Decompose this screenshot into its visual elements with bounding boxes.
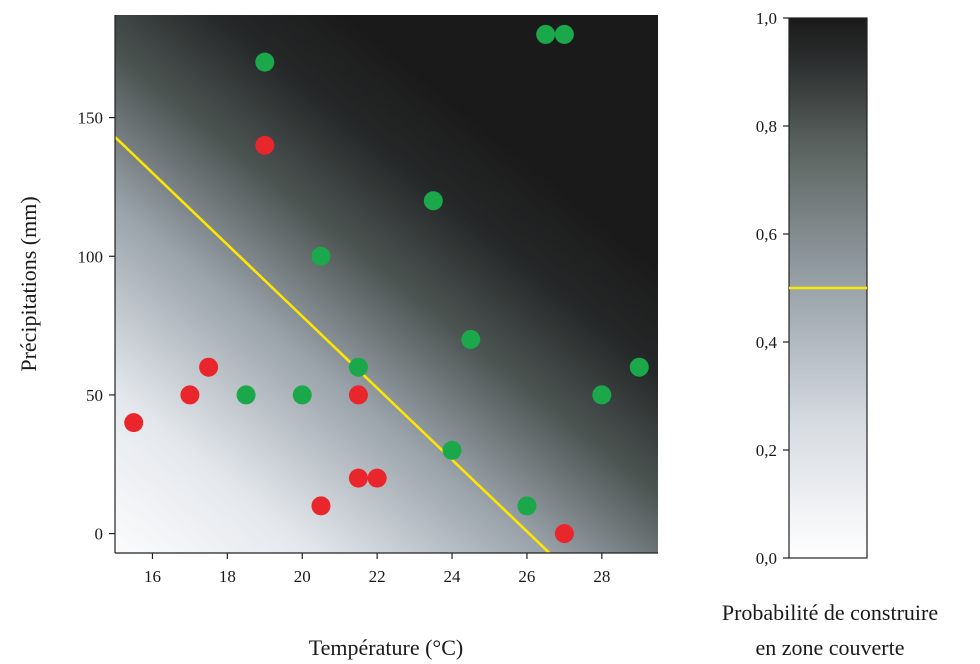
y-tick-label: 0 [95, 525, 104, 544]
data-point [517, 496, 537, 516]
x-tick-label: 20 [294, 567, 311, 586]
x-tick-label: 18 [219, 567, 236, 586]
colorbar-tick-label: 0,4 [756, 333, 778, 352]
data-point [348, 468, 368, 488]
data-point [536, 24, 556, 44]
y-tick-label: 150 [78, 109, 104, 128]
data-point [629, 357, 649, 377]
colorbar-tick-label: 0,8 [756, 117, 777, 136]
data-point [124, 413, 144, 433]
data-point [311, 496, 331, 516]
data-point [292, 385, 312, 405]
data-point [255, 135, 275, 155]
x-tick-label: 22 [369, 567, 386, 586]
x-axis-title: Température (°C) [309, 635, 463, 660]
data-point [348, 385, 368, 405]
data-point [423, 191, 443, 211]
colorbar-tick-label: 0,0 [756, 549, 777, 568]
x-tick-label: 28 [593, 567, 610, 586]
data-point [348, 357, 368, 377]
x-tick-label: 26 [518, 567, 535, 586]
data-point [461, 329, 481, 349]
data-point [199, 357, 219, 377]
data-point [311, 246, 331, 266]
colorbar-title-line-2: en zone couverte [755, 635, 904, 660]
data-point [554, 524, 574, 544]
data-point [236, 385, 256, 405]
data-point [554, 24, 574, 44]
data-point [442, 440, 462, 460]
x-tick-label: 24 [444, 567, 462, 586]
y-tick-label: 50 [86, 386, 103, 405]
data-point [367, 468, 387, 488]
data-point [592, 385, 612, 405]
data-point [180, 385, 200, 405]
colorbar-tick-label: 0,2 [756, 441, 777, 460]
x-tick-label: 16 [144, 567, 161, 586]
plot-area [115, 15, 658, 553]
y-tick-label: 100 [78, 247, 104, 266]
colorbar-title-line-1: Probabilité de construire [722, 600, 938, 625]
y-axis-title: Précipitations (mm) [16, 196, 41, 371]
colorbar-tick-label: 1,0 [756, 9, 777, 28]
colorbar-tick-label: 0,6 [756, 225, 777, 244]
data-point [255, 52, 275, 72]
decision-boundary-line [115, 136, 551, 553]
